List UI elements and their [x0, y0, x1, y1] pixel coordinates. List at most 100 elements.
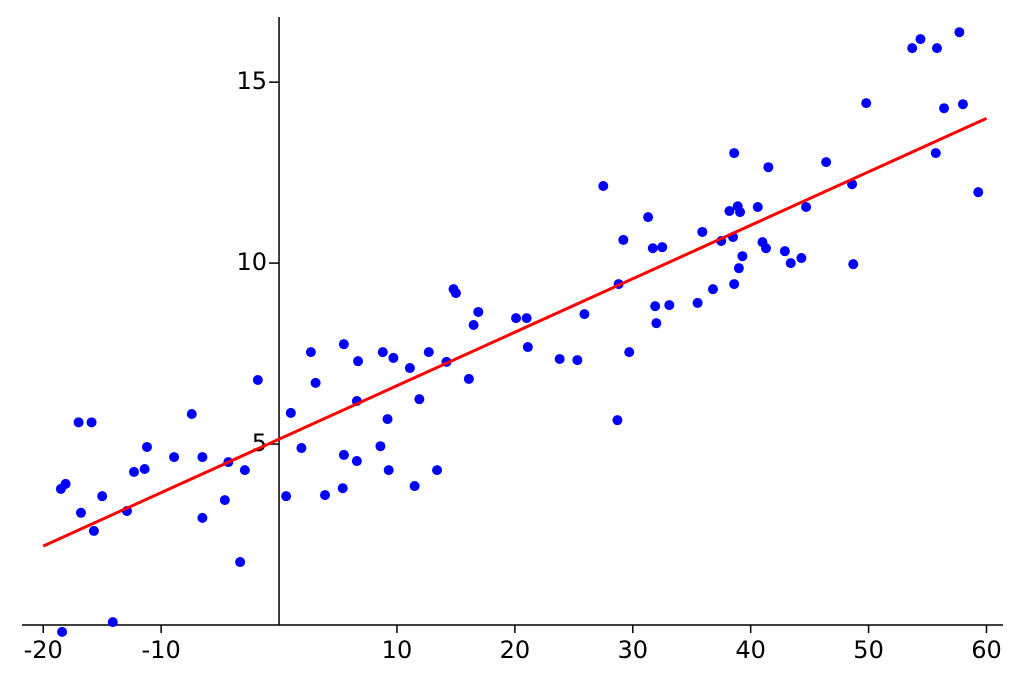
point [235, 557, 246, 568]
point [554, 354, 565, 364]
y-tick-label: 15 [236, 67, 267, 95]
point [801, 202, 812, 212]
point [320, 490, 331, 501]
point [763, 162, 774, 173]
point [305, 347, 316, 358]
point [957, 99, 968, 110]
point [377, 347, 388, 358]
x-tick-label: 60 [971, 636, 1002, 664]
point [338, 449, 349, 460]
point [612, 415, 623, 426]
point [511, 313, 522, 324]
point [351, 456, 362, 467]
point [729, 148, 740, 159]
point [579, 309, 590, 320]
point [796, 253, 807, 264]
point [522, 342, 533, 353]
point [141, 441, 152, 452]
point [651, 318, 662, 329]
point [848, 259, 859, 270]
point [572, 355, 583, 366]
point [88, 525, 99, 536]
point [129, 466, 140, 477]
point [432, 465, 443, 476]
point [97, 491, 108, 502]
point [57, 626, 68, 637]
point [197, 512, 208, 523]
point [737, 251, 748, 262]
point [761, 243, 772, 254]
point [382, 414, 393, 425]
point [139, 464, 150, 475]
point [785, 258, 796, 269]
point [735, 207, 746, 218]
point [296, 443, 307, 454]
point [450, 288, 461, 299]
x-tick-label: 30 [617, 636, 648, 664]
point [729, 279, 740, 290]
point [388, 352, 399, 363]
point [186, 409, 197, 420]
point [973, 187, 984, 198]
point [907, 43, 918, 54]
point [414, 394, 425, 405]
point [779, 246, 790, 257]
point [650, 301, 661, 312]
point [618, 234, 629, 245]
point [915, 34, 926, 45]
point [383, 465, 394, 476]
point [281, 491, 292, 502]
point [252, 374, 263, 385]
point [930, 148, 941, 159]
x-tick-label: 40 [735, 636, 766, 664]
x-tick-label: 10 [382, 636, 413, 664]
point [310, 377, 321, 388]
point [521, 313, 532, 324]
point [657, 242, 668, 253]
point [707, 284, 718, 295]
point [86, 417, 97, 428]
point [954, 27, 965, 38]
point [353, 356, 364, 367]
point [697, 226, 708, 237]
x-tick-label: 50 [853, 636, 884, 664]
point [169, 452, 180, 463]
point [643, 212, 654, 223]
point [107, 617, 118, 628]
point [239, 465, 250, 476]
point [338, 339, 349, 350]
point [692, 297, 703, 308]
point [219, 495, 230, 506]
point [752, 202, 763, 212]
point [598, 181, 609, 192]
fit-line [42, 116, 988, 548]
point [931, 43, 942, 54]
point [75, 507, 86, 518]
x-tick-label: 20 [500, 636, 531, 664]
point [939, 103, 950, 114]
point [733, 263, 744, 274]
point [73, 417, 84, 428]
point [861, 98, 872, 109]
point [821, 157, 832, 168]
point [624, 347, 635, 358]
point [404, 363, 415, 374]
point [647, 243, 658, 254]
point [375, 441, 386, 452]
point [664, 300, 675, 311]
point [409, 481, 420, 492]
y-tick-label: 5 [252, 429, 267, 457]
point [60, 478, 71, 489]
point [285, 407, 296, 418]
point [197, 452, 208, 463]
point [337, 483, 348, 494]
point [423, 347, 434, 358]
point [724, 205, 735, 216]
x-tick-label: -20 [24, 636, 63, 664]
point [473, 306, 484, 317]
x-tick-label: -10 [142, 636, 181, 664]
point [468, 319, 479, 330]
y-tick-label: 10 [236, 248, 267, 276]
